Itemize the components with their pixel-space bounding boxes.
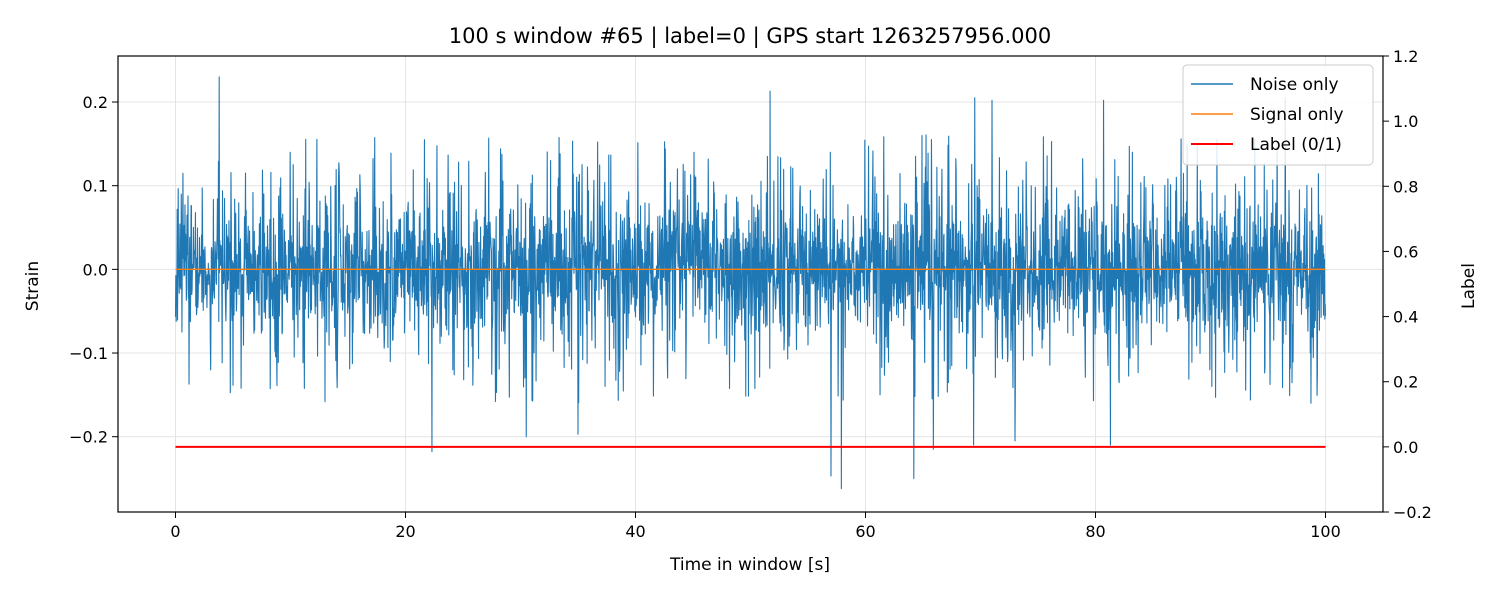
legend: Noise only Signal only Label (0/1) [1182,64,1374,166]
plot-frame [117,55,1384,513]
y2-axis-label: Label [1459,263,1479,309]
legend-label-noise-only: Noise only [1250,75,1339,95]
y2-tick-label: 0.6 [1393,242,1418,261]
y2-tick-label: 0.8 [1393,177,1418,196]
y-axis-left: −0.2 −0.1 0.0 0.1 0.2 [69,93,118,447]
y2-tick-label: 0.0 [1393,438,1418,457]
y2-tick-label: 0.4 [1393,308,1418,327]
x-axis-label: Time in window [s] [669,555,830,575]
y-tick-label: 0.1 [83,177,108,196]
legend-label-label-0-1: Label (0/1) [1250,135,1342,155]
x-tick-label: 40 [625,522,645,541]
y-tick-label: 0.0 [83,260,108,279]
y-tick-label: −0.2 [69,428,108,447]
plot-series [174,76,1327,490]
x-tick-label: 0 [170,522,180,541]
y-tick-label: 0.2 [83,93,108,112]
legend-label-signal-only: Signal only [1250,105,1344,125]
y-tick-label: −0.1 [69,344,108,363]
chart-title: 100 s window #65 | label=0 | GPS start 1… [449,24,1052,49]
y2-tick-label: 0.2 [1393,373,1418,392]
x-axis: 0 20 40 60 80 100 [170,512,1341,541]
x-tick-label: 80 [1085,522,1105,541]
x-tick-label: 60 [855,522,875,541]
legend-box [1182,64,1374,166]
x-tick-label: 100 [1310,522,1341,541]
y2-tick-label: 1.0 [1393,112,1418,131]
y-axis-label: Strain [23,261,43,311]
series-noise-only [174,76,1327,490]
y2-tick-label: 1.2 [1393,47,1418,66]
x-tick-label: 20 [395,522,415,541]
y-axis-right: −0.2 0.0 0.2 0.4 0.6 0.8 1.0 1.2 [1383,47,1432,522]
y2-tick-label: −0.2 [1393,503,1432,522]
